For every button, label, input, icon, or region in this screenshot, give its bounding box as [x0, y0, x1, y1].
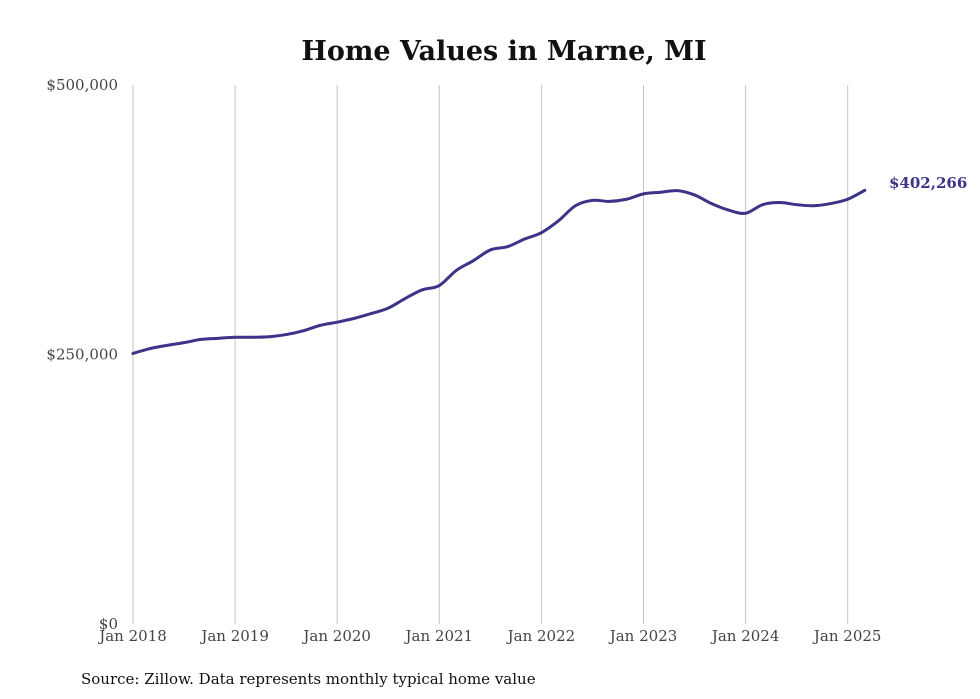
data-point-24 [540, 231, 543, 235]
data-point-36 [744, 211, 747, 215]
chart-title: Home Values in Marne, MI [301, 36, 706, 67]
x-tick-label-1: Jan 2019 [199, 627, 269, 645]
x-tick-label-6: Jan 2024 [710, 627, 780, 645]
data-point-17 [420, 288, 424, 292]
data-point-27 [591, 198, 594, 202]
data-point-19 [454, 269, 458, 272]
x-tick-label-7: Jan 2025 [812, 627, 882, 645]
data-point-31 [659, 190, 662, 194]
data-point-32 [676, 189, 679, 193]
y-tick-label-2: $500,000 [46, 76, 118, 94]
y-axis-tick-labels: $0 $250,000 $500,000 [46, 76, 118, 633]
x-tick-label-5: Jan 2023 [608, 627, 678, 645]
data-point-3 [182, 341, 186, 345]
data-point-11 [318, 323, 322, 327]
series-line-0 [131, 188, 867, 355]
data-point-35 [727, 208, 730, 212]
data-point-18 [437, 284, 441, 287]
data-point-16 [403, 297, 407, 300]
data-point-12 [335, 320, 339, 324]
y-tick-label-0: $0 [99, 615, 118, 633]
data-point-4 [199, 338, 203, 341]
data-point-37 [761, 203, 765, 207]
data-point-13 [352, 316, 356, 320]
source-note: Source: Zillow. Data represents monthly … [81, 670, 536, 688]
data-point-33 [693, 193, 696, 197]
data-point-23 [522, 237, 526, 241]
data-point-10 [301, 329, 305, 333]
data-point-8 [267, 335, 271, 339]
data-point-1 [148, 347, 152, 350]
vertical-gridlines [132, 85, 849, 624]
last-value-label: $402,266 [889, 174, 967, 192]
data-point-15 [386, 306, 390, 310]
data-point-41 [829, 202, 833, 205]
x-tick-label-2: Jan 2020 [301, 627, 371, 645]
data-point-6 [233, 335, 237, 339]
data-point-43 [863, 188, 867, 192]
data-point-30 [642, 192, 645, 196]
data-point-22 [505, 245, 509, 249]
y-tick-label-1: $250,000 [46, 346, 118, 364]
series-line-group [131, 188, 867, 355]
data-point-9 [284, 333, 288, 336]
x-tick-label-3: Jan 2021 [404, 627, 474, 645]
data-point-40 [812, 204, 816, 208]
data-point-25 [557, 219, 560, 223]
data-point-21 [488, 248, 492, 252]
data-point-2 [165, 343, 169, 347]
data-point-29 [625, 197, 628, 201]
data-point-38 [778, 201, 782, 204]
data-point-26 [574, 204, 577, 208]
data-point-39 [795, 203, 799, 207]
data-point-28 [608, 200, 611, 203]
data-point-0 [131, 352, 135, 355]
x-tick-label-4: Jan 2022 [506, 627, 576, 645]
data-point-14 [369, 312, 373, 315]
data-point-42 [846, 197, 850, 201]
x-tick-label-0: Jan 2018 [97, 627, 167, 645]
data-point-7 [250, 335, 254, 339]
data-point-20 [471, 259, 475, 263]
x-axis-tick-labels: Jan 2018 Jan 2019 Jan 2020 Jan 2021 Jan 2022… [97, 627, 881, 645]
data-point-34 [710, 202, 713, 205]
data-point-5 [216, 336, 220, 340]
